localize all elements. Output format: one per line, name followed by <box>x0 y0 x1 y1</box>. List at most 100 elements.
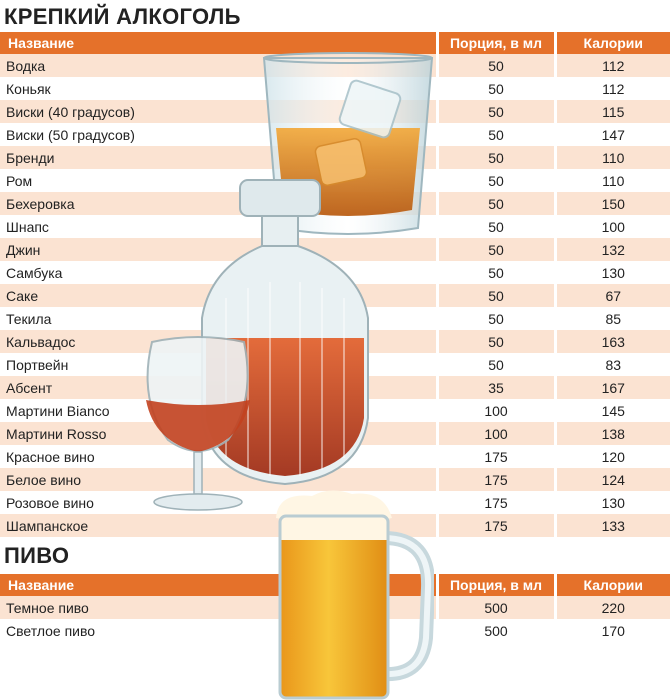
header-name: Название <box>0 32 437 54</box>
cell-calories: 130 <box>553 261 670 284</box>
table-row: Мартини Bianco 100 145 <box>0 399 670 422</box>
cell-name: Ром <box>0 169 437 192</box>
cell-name: Виски (50 градусов) <box>0 123 437 146</box>
cell-calories: 100 <box>553 215 670 238</box>
cell-calories: 85 <box>553 307 670 330</box>
cell-calories: 110 <box>553 146 670 169</box>
cell-portion: 50 <box>435 284 555 307</box>
cell-calories: 83 <box>553 353 670 376</box>
cell-calories: 170 <box>553 619 670 642</box>
table-row: Мартини Rosso 100 138 <box>0 422 670 445</box>
cell-name: Светлое пиво <box>0 619 437 642</box>
cell-calories: 110 <box>553 169 670 192</box>
cell-calories: 67 <box>553 284 670 307</box>
table-row: Шнапс 50 100 <box>0 215 670 238</box>
cell-name: Красное вино <box>0 445 437 468</box>
cell-calories: 147 <box>553 123 670 146</box>
cell-name: Мартини Rosso <box>0 422 437 445</box>
cell-calories: 130 <box>553 491 670 514</box>
cell-name: Коньяк <box>0 77 437 100</box>
table-row: Светлое пиво 500 170 <box>0 619 670 642</box>
cell-calories: 167 <box>553 376 670 399</box>
cell-portion: 50 <box>435 123 555 146</box>
table-row: Кальвадос 50 163 <box>0 330 670 353</box>
table-row: Красное вино 175 120 <box>0 445 670 468</box>
cell-name: Мартини Bianco <box>0 399 437 422</box>
table-row: Портвейн 50 83 <box>0 353 670 376</box>
header-portion: Порция, в мл <box>435 574 555 596</box>
cell-name: Кальвадос <box>0 330 437 353</box>
cell-name: Бехеровка <box>0 192 437 215</box>
cell-portion: 50 <box>435 192 555 215</box>
table-row: Бехеровка 50 150 <box>0 192 670 215</box>
table-row: Джин 50 132 <box>0 238 670 261</box>
cell-calories: 115 <box>553 100 670 123</box>
cell-calories: 145 <box>553 399 670 422</box>
cell-portion: 100 <box>435 399 555 422</box>
cell-name: Саке <box>0 284 437 307</box>
cell-calories: 138 <box>553 422 670 445</box>
table-header-row: Название Порция, в мл Калории <box>0 32 670 54</box>
table-row: Ром 50 110 <box>0 169 670 192</box>
cell-name: Розовое вино <box>0 491 437 514</box>
cell-calories: 112 <box>553 77 670 100</box>
cell-portion: 50 <box>435 100 555 123</box>
cell-name: Темное пиво <box>0 596 437 619</box>
header-calories: Калории <box>553 574 670 596</box>
cell-portion: 50 <box>435 353 555 376</box>
table-row: Темное пиво 500 220 <box>0 596 670 619</box>
cell-calories: 163 <box>553 330 670 353</box>
cell-portion: 50 <box>435 146 555 169</box>
cell-name: Самбука <box>0 261 437 284</box>
table-row: Бренди 50 110 <box>0 146 670 169</box>
beer-table: Название Порция, в мл Калории Темное пив… <box>0 574 670 642</box>
cell-calories: 112 <box>553 54 670 77</box>
cell-portion: 35 <box>435 376 555 399</box>
cell-name: Текила <box>0 307 437 330</box>
table-row: Белое вино 175 124 <box>0 468 670 491</box>
cell-portion: 175 <box>435 468 555 491</box>
cell-name: Джин <box>0 238 437 261</box>
cell-name: Бренди <box>0 146 437 169</box>
header-name: Название <box>0 574 437 596</box>
table-row: Самбука 50 130 <box>0 261 670 284</box>
header-calories: Калории <box>553 32 670 54</box>
table-row: Розовое вино 175 130 <box>0 491 670 514</box>
header-portion: Порция, в мл <box>435 32 555 54</box>
cell-portion: 50 <box>435 54 555 77</box>
cell-calories: 133 <box>553 514 670 537</box>
table-row: Саке 50 67 <box>0 284 670 307</box>
table-row: Абсент 35 167 <box>0 376 670 399</box>
strong-alcohol-table: Название Порция, в мл Калории Водка 50 112… <box>0 32 670 537</box>
cell-name: Шампанское <box>0 514 437 537</box>
cell-portion: 50 <box>435 215 555 238</box>
cell-portion: 500 <box>435 619 555 642</box>
table-row: Шампанское 175 133 <box>0 514 670 537</box>
section-title-strong-alcohol: КРЕПКИЙ АЛКОГОЛЬ <box>4 4 241 29</box>
cell-name: Портвейн <box>0 353 437 376</box>
cell-name: Водка <box>0 54 437 77</box>
cell-portion: 175 <box>435 514 555 537</box>
table-row: Виски (50 градусов) 50 147 <box>0 123 670 146</box>
section-title-beer: ПИВО <box>4 543 70 568</box>
cell-calories: 132 <box>553 238 670 261</box>
strong-alcohol-rows: Водка 50 112 Коньяк 50 112 Виски (40 градусов)… <box>0 54 670 537</box>
cell-portion: 175 <box>435 445 555 468</box>
cell-calories: 120 <box>553 445 670 468</box>
cell-calories: 150 <box>553 192 670 215</box>
cell-calories: 124 <box>553 468 670 491</box>
table-header-row: Название Порция, в мл Калории <box>0 574 670 596</box>
beer-rows: Темное пиво 500 220 Светлое пиво 500 170 <box>0 596 670 642</box>
cell-portion: 50 <box>435 330 555 353</box>
cell-portion: 50 <box>435 307 555 330</box>
cell-name: Абсент <box>0 376 437 399</box>
cell-portion: 50 <box>435 261 555 284</box>
table-row: Виски (40 градусов) 50 115 <box>0 100 670 123</box>
cell-portion: 50 <box>435 77 555 100</box>
table-row: Текила 50 85 <box>0 307 670 330</box>
cell-portion: 175 <box>435 491 555 514</box>
cell-portion: 100 <box>435 422 555 445</box>
cell-portion: 500 <box>435 596 555 619</box>
cell-portion: 50 <box>435 169 555 192</box>
cell-name: Шнапс <box>0 215 437 238</box>
